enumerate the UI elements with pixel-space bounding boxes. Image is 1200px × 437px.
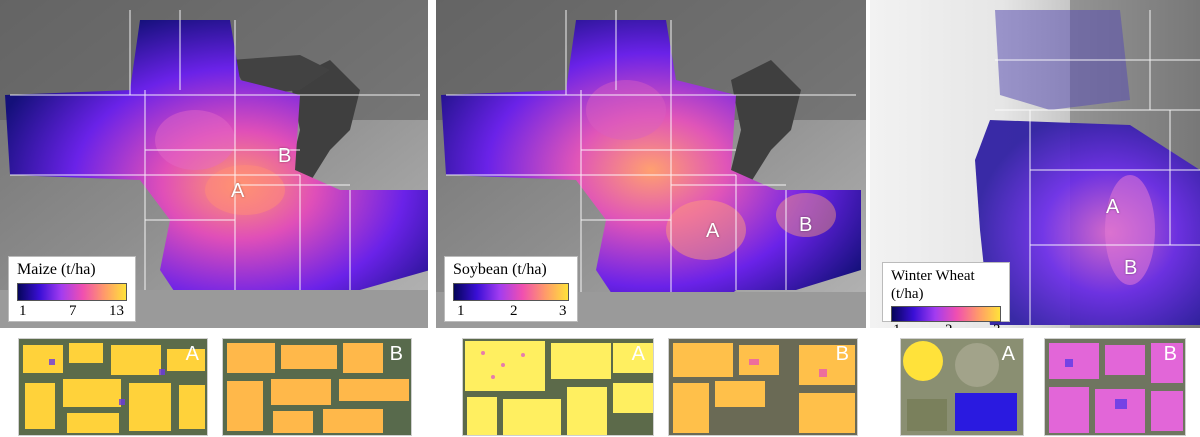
map-label-b: B <box>1124 257 1138 279</box>
legend-tick: 1 <box>19 303 27 319</box>
inset-imagery <box>669 339 857 435</box>
inset-label: A <box>185 343 199 365</box>
map-label-b: B <box>278 145 292 167</box>
legend-color-ramp <box>891 306 1001 322</box>
legend-tick: 2 <box>510 303 518 319</box>
maize-legend: Maize (t/ha) 1 7 13 <box>8 256 136 322</box>
inset-label: B <box>389 343 403 365</box>
soybean-inset-b: B <box>668 338 858 436</box>
inset-label: B <box>835 343 849 365</box>
high-yield-zone <box>1105 175 1155 285</box>
map-label-a: A <box>231 180 245 202</box>
legend-title: Maize (t/ha) <box>17 261 96 278</box>
legend-ticks: 1 2 3 <box>453 301 569 319</box>
legend-ticks: 1 2 3 <box>891 322 1001 328</box>
inset-imagery <box>901 339 1023 435</box>
high-yield-zone <box>776 193 836 237</box>
legend-title: Soybean (t/ha) <box>453 261 547 278</box>
state-boundaries <box>446 10 856 300</box>
maize-inset-b: B <box>222 338 412 436</box>
inset-imagery <box>19 339 207 435</box>
inset-imagery <box>1045 339 1185 435</box>
map-label-a: A <box>706 220 720 242</box>
legend-color-ramp <box>453 283 569 301</box>
legend-tick: 3 <box>993 322 1001 328</box>
maize-yield-map: B A Maize (t/ha) 1 7 13 <box>0 0 428 328</box>
wheat-inset-b: B <box>1044 338 1186 436</box>
inset-label: A <box>1001 343 1015 365</box>
inset-imagery <box>223 339 411 435</box>
high-yield-zone <box>205 165 285 215</box>
inset-imagery <box>463 339 653 435</box>
wheat-inset-a: A <box>900 338 1024 436</box>
soybean-inset-a: A <box>462 338 654 436</box>
soybean-map-canvas <box>436 0 866 328</box>
legend-tick: 3 <box>559 303 567 319</box>
inset-label: A <box>631 343 645 365</box>
legend-color-ramp <box>17 283 127 301</box>
legend-title: Winter Wheat (t/ha) <box>891 268 975 302</box>
maize-inset-a: A <box>18 338 208 436</box>
winter-wheat-yield-map: A B Winter Wheat (t/ha) 1 2 3 <box>870 0 1200 328</box>
legend-ticks: 1 7 13 <box>17 301 127 319</box>
legend-tick: 1 <box>457 303 465 319</box>
legend-tick: 1 <box>893 322 901 328</box>
wheat-legend: Winter Wheat (t/ha) 1 2 3 <box>882 262 1010 328</box>
legend-tick: 7 <box>69 303 77 319</box>
lake-michigan <box>731 60 801 190</box>
high-yield-zone <box>586 80 666 140</box>
high-yield-zone <box>155 110 235 170</box>
map-label-a: A <box>1106 196 1120 218</box>
state-boundaries <box>995 10 1200 325</box>
lake-michigan <box>290 60 360 190</box>
legend-tick: 2 <box>945 322 953 328</box>
high-yield-zone <box>666 200 746 260</box>
state-boundaries <box>10 10 420 300</box>
inset-label: B <box>1163 343 1177 365</box>
soybean-legend: Soybean (t/ha) 1 2 3 <box>444 256 578 322</box>
soybean-yield-map: A B Soybean (t/ha) 1 2 3 <box>436 0 866 328</box>
map-label-b: B <box>799 214 813 236</box>
legend-tick: 13 <box>109 303 124 319</box>
